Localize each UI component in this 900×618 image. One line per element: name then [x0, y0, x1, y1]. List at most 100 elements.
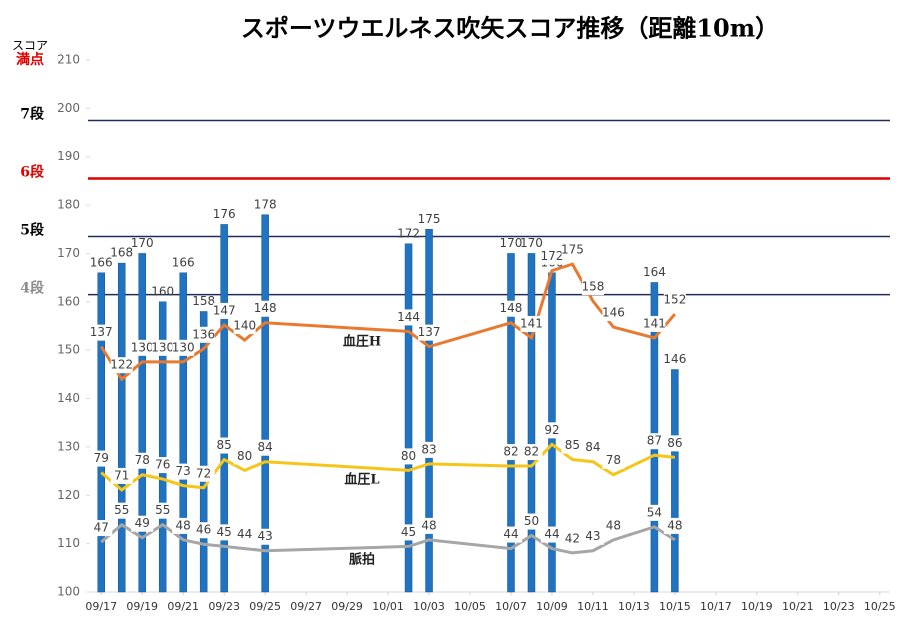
label-background — [213, 524, 236, 541]
x-tick-label: 10/11 — [577, 600, 609, 613]
label-background — [540, 422, 563, 439]
x-tick-label: 10/03 — [413, 600, 445, 613]
data-label: 45 — [217, 525, 232, 539]
y-tick-label: 150 — [57, 343, 80, 357]
chart-title: スポーツウエルネス吹矢スコア推移（距離10m） — [241, 14, 779, 43]
y-tick-label: 130 — [57, 439, 80, 453]
x-tick-label: 09/23 — [208, 600, 240, 613]
data-label: 73 — [176, 464, 191, 478]
x-tick-label: 10/17 — [700, 600, 732, 613]
data-label: 175 — [418, 212, 441, 226]
data-label: 54 — [647, 505, 662, 519]
label-background — [172, 517, 195, 534]
bar — [671, 369, 679, 593]
data-label: 168 — [110, 246, 133, 260]
data-label: 170 — [520, 236, 543, 250]
data-label: 148 — [254, 301, 277, 315]
data-label: 46 — [196, 523, 211, 537]
x-tick-label: 10/23 — [823, 600, 855, 613]
label-background — [499, 526, 522, 543]
label-background — [581, 439, 604, 456]
label-background — [151, 502, 174, 519]
data-label: 55 — [155, 503, 170, 517]
x-tick-label: 09/19 — [126, 600, 158, 613]
data-label: 172 — [541, 249, 564, 263]
data-label: 48 — [606, 518, 621, 532]
label-background — [192, 465, 215, 482]
label-background — [520, 315, 543, 332]
data-label: 80 — [237, 449, 252, 463]
bar — [220, 224, 228, 593]
label-background — [110, 357, 133, 374]
data-label: 158 — [192, 294, 215, 308]
y-tick-label: 140 — [57, 391, 80, 405]
bar — [527, 253, 536, 593]
x-tick-label: 10/13 — [618, 600, 650, 613]
label-background — [418, 441, 441, 458]
label-background — [561, 242, 584, 259]
x-tick-label: 09/27 — [290, 600, 322, 613]
label-background — [581, 528, 604, 545]
data-label: 80 — [401, 449, 416, 463]
data-label: 140 — [233, 319, 256, 333]
data-label: 82 — [524, 445, 539, 459]
x-tick-label: 10/19 — [741, 600, 773, 613]
y-tick-label: 110 — [57, 536, 80, 550]
data-label: 172 — [397, 226, 420, 240]
data-label: 122 — [110, 358, 133, 372]
y-tick-label: 120 — [57, 488, 80, 502]
data-label: 79 — [94, 451, 109, 465]
label-background — [397, 448, 420, 465]
data-label: 43 — [258, 529, 273, 543]
label-background — [520, 444, 543, 461]
y-tick-label: 200 — [57, 101, 80, 115]
bar — [138, 253, 146, 593]
data-label: 43 — [585, 529, 600, 543]
label-background — [131, 339, 154, 356]
data-label: 130 — [131, 340, 154, 354]
label-background — [131, 452, 154, 469]
label-background — [131, 515, 154, 532]
label-background — [233, 526, 256, 543]
data-label: 141 — [643, 316, 666, 330]
data-label: 170 — [500, 236, 523, 250]
series-name: 血圧L — [344, 472, 379, 488]
line-series — [100, 442, 676, 492]
data-label: 78 — [606, 453, 621, 467]
reference-label: 5段 — [20, 222, 44, 239]
x-tick-label: 10/15 — [659, 600, 691, 613]
data-label: 152 — [663, 293, 686, 307]
label-background — [540, 248, 563, 265]
x-tick-label: 10/05 — [454, 600, 486, 613]
label-background — [90, 520, 113, 537]
data-label: 166 — [172, 255, 195, 269]
data-label: 137 — [418, 325, 441, 339]
data-label: 48 — [421, 518, 436, 532]
label-background — [254, 528, 277, 545]
data-label: 50 — [524, 514, 539, 528]
label-background — [172, 463, 195, 480]
bar — [117, 262, 126, 593]
line-series — [100, 522, 676, 555]
bar — [97, 272, 105, 593]
label-background — [602, 517, 625, 534]
data-label: 55 — [114, 503, 129, 517]
label-background — [663, 435, 686, 452]
label-background — [499, 444, 522, 461]
data-label: 141 — [520, 316, 543, 330]
y-tick-label: 190 — [57, 149, 80, 163]
label-background — [90, 450, 113, 467]
data-label: 170 — [131, 236, 154, 250]
series-name: 血圧H — [343, 334, 381, 350]
data-label: 166 — [90, 255, 113, 269]
data-label: 130 — [151, 340, 174, 354]
label-background — [192, 326, 215, 343]
x-tick-label: 10/09 — [536, 600, 568, 613]
data-label: 164 — [643, 265, 666, 279]
label-background — [233, 448, 256, 465]
data-label: 78 — [135, 453, 150, 467]
data-label: 178 — [254, 197, 277, 211]
label-background — [643, 504, 666, 521]
